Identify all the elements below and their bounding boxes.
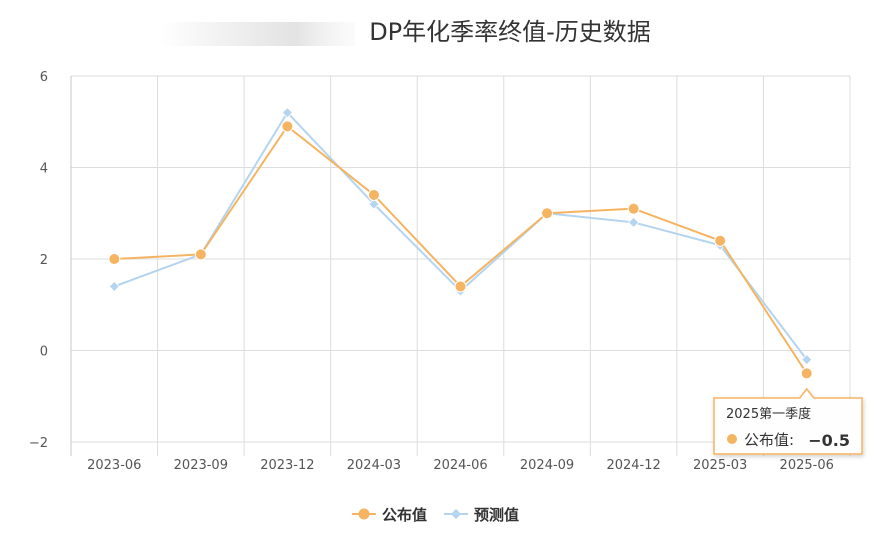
data-point	[714, 234, 727, 247]
series-layer	[108, 107, 813, 380]
legend-marker	[451, 509, 461, 519]
data-point	[628, 216, 640, 228]
tooltip-box	[713, 387, 863, 455]
data-point	[368, 198, 380, 210]
x-tick-label: 2024-03	[347, 458, 401, 473]
legend[interactable]: 公布值 预测值	[352, 506, 519, 524]
data-point	[801, 354, 813, 366]
legend-item-reported[interactable]: 公布值	[352, 506, 427, 524]
data-point	[800, 367, 813, 380]
x-tick-label: 2023-12	[260, 458, 314, 473]
tooltip-background	[713, 387, 863, 455]
series-reported	[108, 120, 813, 380]
data-point	[281, 120, 294, 133]
tooltip-title: 2025第一季度	[726, 406, 811, 422]
data-point	[541, 207, 554, 220]
legend-label: 预测值	[474, 506, 519, 524]
tooltip-value: −0.5	[808, 431, 850, 450]
chart-title: DP年化季率终值-历史数据	[369, 18, 651, 46]
y-tick-label: 0	[40, 345, 48, 360]
x-tick-label: 2024-12	[606, 458, 660, 473]
data-point	[108, 253, 121, 265]
y-tick-label: 2	[40, 253, 48, 268]
tooltip-series-label: 公布值:	[744, 431, 794, 449]
y-tick-label: −2	[29, 436, 48, 451]
legend-label: 公布值	[382, 506, 427, 524]
series-line	[114, 125, 808, 374]
data-point	[454, 280, 467, 293]
data-point	[367, 188, 380, 201]
data-point	[627, 202, 640, 215]
x-tick-label: 2025-03	[693, 458, 747, 473]
y-tick-label: 6	[40, 70, 48, 85]
x-tick-label: 2025-06	[780, 458, 834, 473]
legend-item-forecast[interactable]: 预测值	[444, 506, 519, 524]
data-point	[281, 107, 293, 119]
data-point	[108, 280, 120, 293]
x-tick-label: 2023-09	[174, 458, 228, 473]
legend-marker	[358, 508, 370, 520]
series-line	[113, 111, 808, 361]
tooltip-series-dot	[727, 434, 737, 444]
x-tick-label: 2023-06	[87, 458, 141, 473]
data-point	[194, 248, 207, 261]
y-tick-label: 4	[40, 162, 48, 177]
axes: 6 4 2 0 −2 2023-06 2023-09 2023-12 2024-03 2024-0…	[29, 70, 834, 473]
x-tick-label: 2024-06	[433, 458, 487, 473]
x-tick-label: 2024-09	[520, 458, 574, 473]
title-fade-overlay	[160, 22, 355, 46]
